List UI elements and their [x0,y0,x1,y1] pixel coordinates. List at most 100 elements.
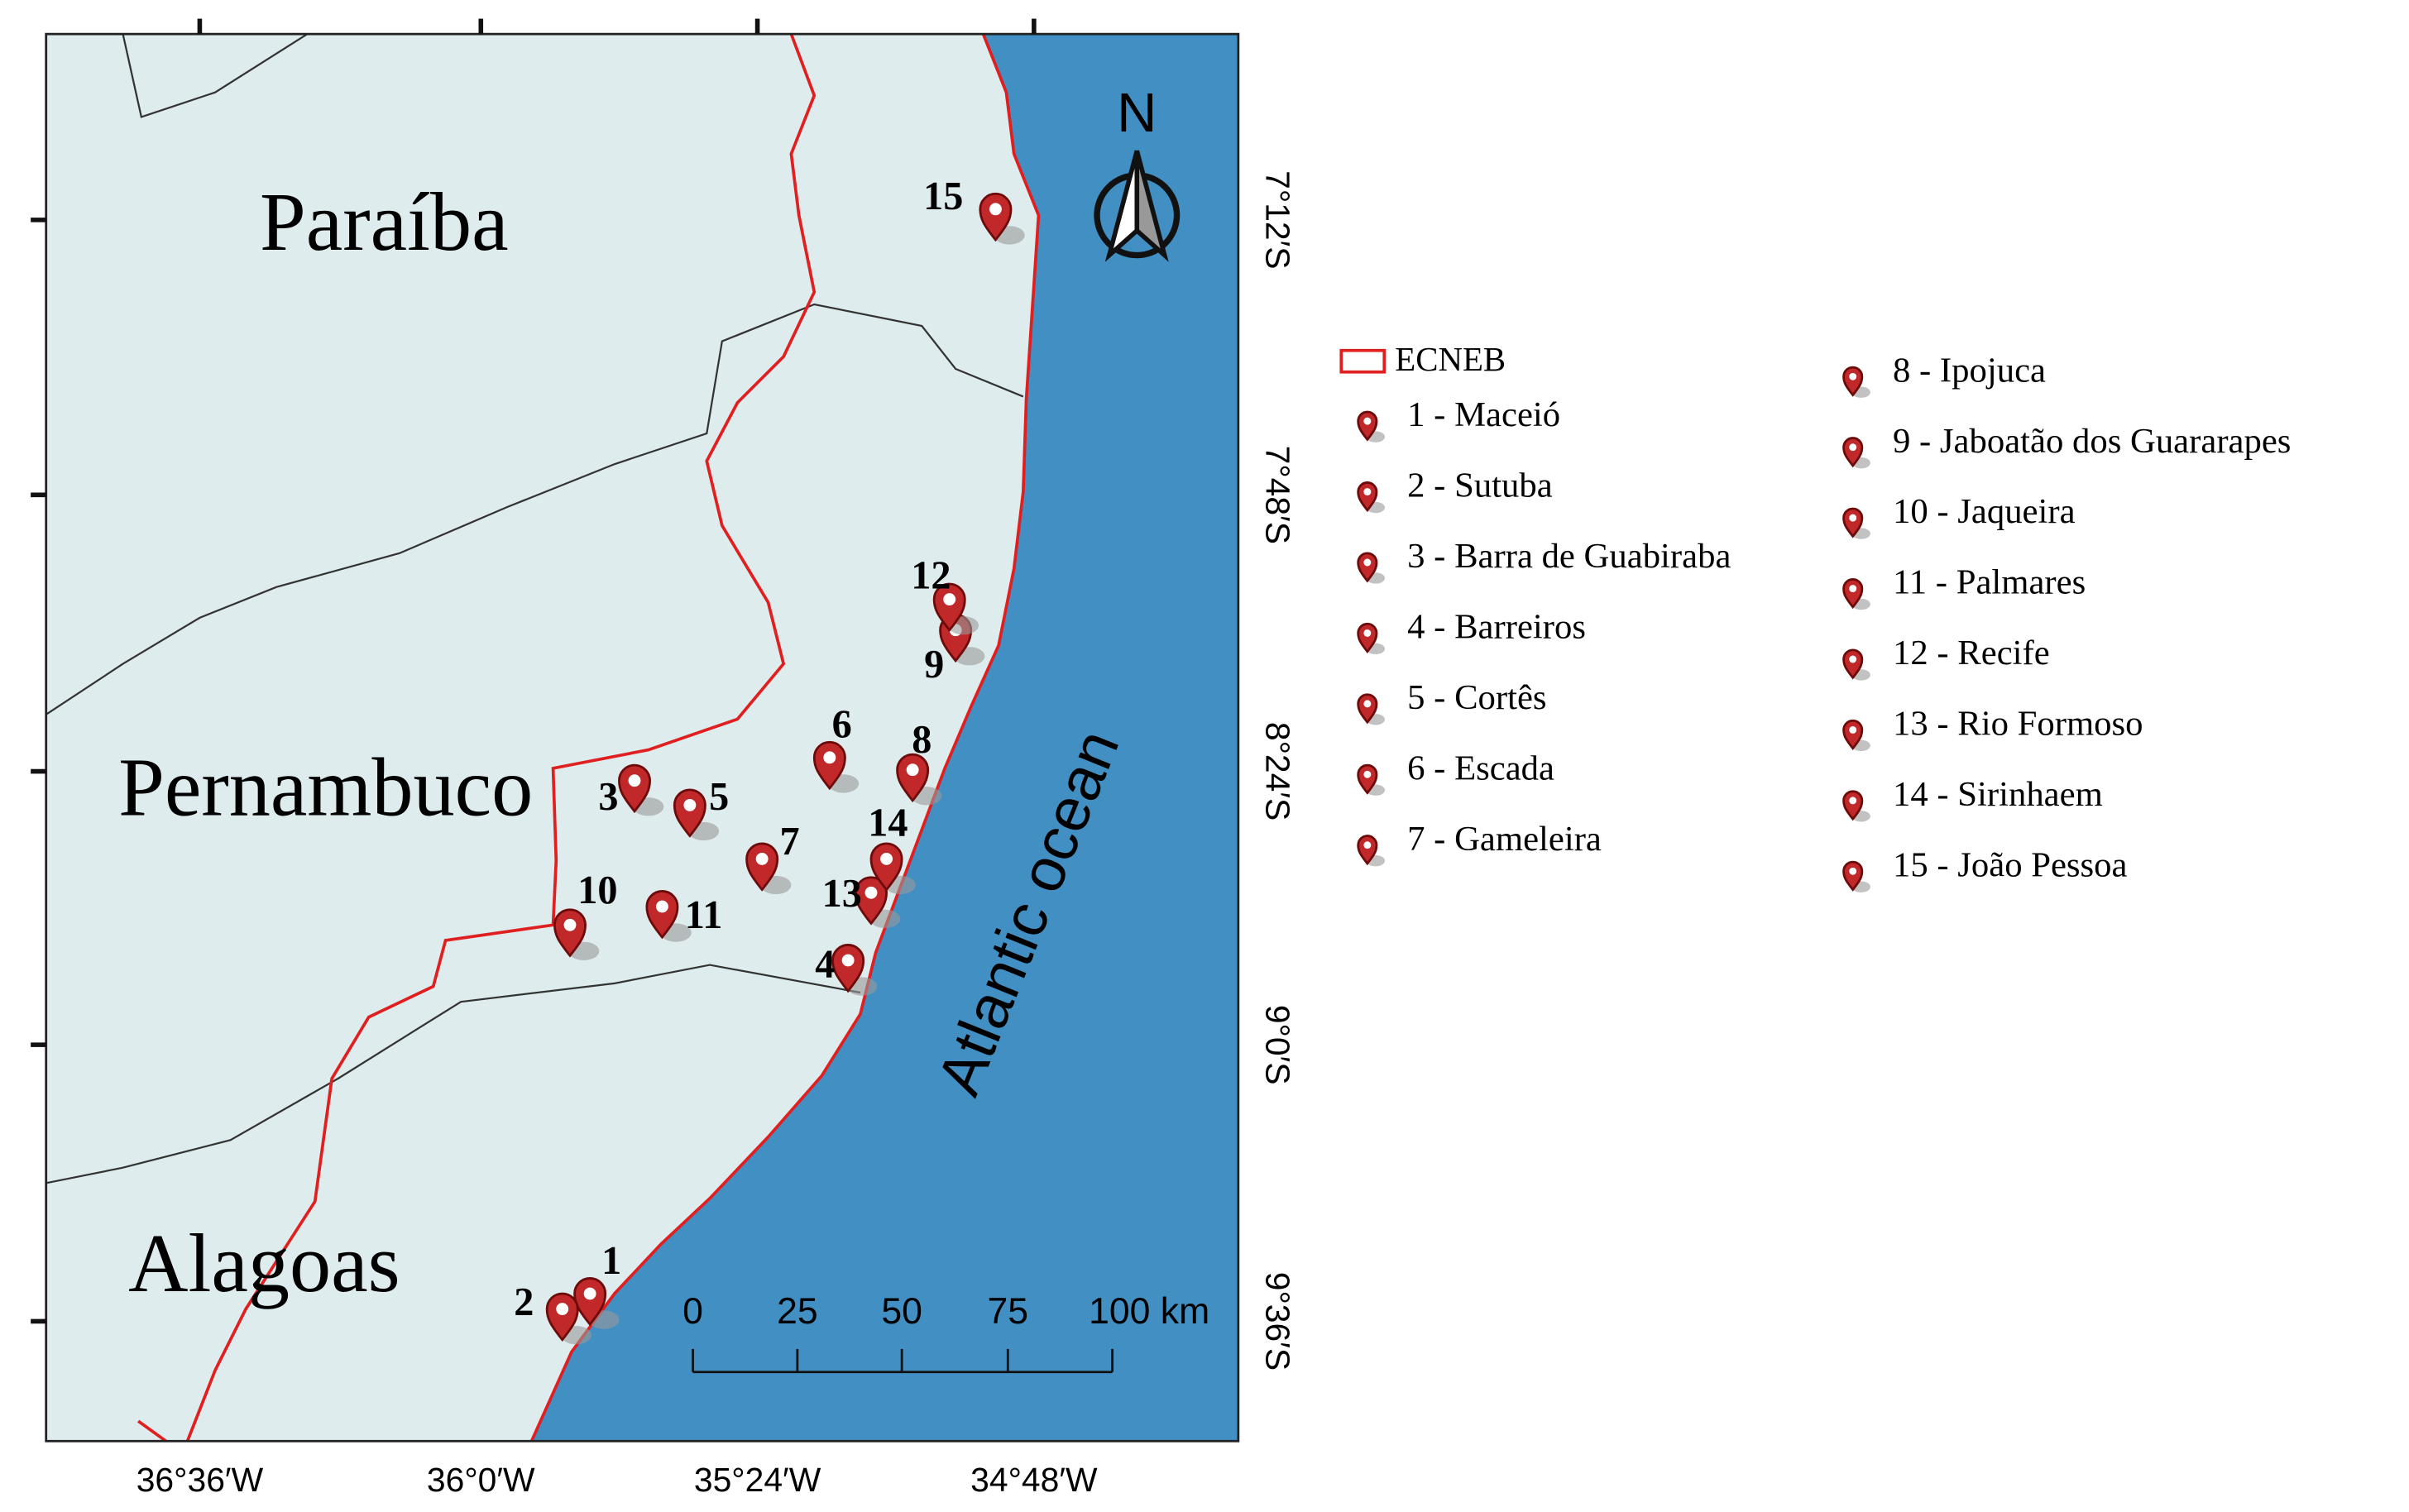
region-label: Paraíba [260,176,509,268]
legend-marker [1357,835,1378,866]
site-marker [545,1292,579,1342]
legend-marker [1357,552,1378,583]
site-label: 11 [685,893,723,937]
legend-marker [1842,790,1864,821]
site-marker-hole [943,593,956,605]
site-marker [812,740,846,791]
legend-marker-hole [1363,700,1372,708]
site-label: 6 [832,703,852,747]
site-marker [855,876,888,926]
legend-label: 1 - Maceió [1407,395,1560,434]
legend-marker-hole [1363,770,1372,778]
y-tick-label: 7°48′S [1259,446,1297,544]
site-marker-hole [906,763,919,777]
site-label: 12 [911,554,951,598]
legend-marker [1842,719,1864,750]
legend-marker-hole [1363,841,1372,849]
legend-label: 13 - Rio Formoso [1893,705,2143,744]
site-marker [979,192,1013,242]
legend-label: 4 - Barreiros [1407,608,1586,647]
site-marker [896,753,930,803]
site-marker-hole [864,886,878,899]
legend-marker-hole [1849,797,1857,805]
y-tick-label: 8°24′S [1259,722,1297,821]
legend-marker [1842,366,1864,397]
site-marker [553,908,587,958]
legend-label: 14 - Sirinhaem [1893,775,2103,814]
site-marker [932,582,966,632]
site-marker [869,842,903,892]
site-marker-hole [683,799,697,811]
legend-marker [1357,410,1378,442]
scale-label: 50 [881,1291,922,1332]
site-label: 14 [868,801,908,845]
legend-marker [1357,481,1378,513]
legend-marker-hole [1849,585,1857,593]
legend-marker [1842,860,1864,892]
site-marker [645,890,679,940]
site-label: 8 [912,718,932,762]
north-label: N [1117,82,1157,144]
legend-label: 7 - Gameleira [1407,820,1602,859]
legend-marker [1357,622,1378,653]
legend-marker-hole [1849,655,1857,663]
legend-label: 15 - João Pessoa [1893,845,2128,884]
site-marker-hole [989,203,1002,216]
site-marker-hole [880,853,893,865]
legend-label: 12 - Recife [1893,634,2050,672]
x-tick-label: 35°24′W [694,1461,821,1499]
scale-label: 75 [987,1291,1028,1332]
legend-label: 6 - Escada [1407,749,1554,787]
legend-label: 8 - Ipojuca [1893,351,2046,390]
legend-marker-hole [1849,443,1857,452]
legend-marker-hole [1363,558,1372,567]
region-label: Alagoas [128,1218,400,1309]
legend-label: 5 - Cortês [1407,678,1546,717]
legend-marker [1842,648,1864,680]
site-marker [618,763,651,814]
site-label: 3 [598,775,618,819]
north-arrow: N [1094,82,1181,262]
scale-label: 25 [777,1291,818,1332]
legend-marker [1357,693,1378,725]
legend-boundary-label: ECNEB [1395,341,1506,378]
legend-marker [1842,437,1864,468]
site-label: 15 [923,175,963,218]
state-borders [45,33,1024,1184]
legend-boundary-swatch [1339,348,1386,374]
legend-marker-hole [1849,725,1857,734]
legend-label: 10 - Jaqueira [1893,492,2076,531]
site-label: 10 [577,868,617,912]
site-label: 2 [514,1280,534,1324]
region-label: Pernambuco [118,741,533,833]
legend-label: 3 - Barra de Guabiraba [1407,537,1731,576]
legend-marker-hole [1363,488,1372,496]
y-tick-label: 7°12′S [1259,170,1297,269]
site-label: 4 [815,942,835,986]
site-label: 13 [822,872,862,916]
site-marker [745,842,779,892]
site-label: 5 [709,775,729,819]
legend-label: 11 - Palmares [1893,563,2086,602]
site-marker-hole [556,1303,569,1315]
legend-marker [1842,578,1864,610]
legend-marker-hole [1363,629,1372,637]
x-tick-label: 34°48′W [970,1461,1098,1499]
site-marker [673,788,706,838]
map-frame [45,32,1240,1443]
legend-marker-hole [1363,417,1372,425]
site-label: 1 [601,1239,621,1283]
legend-marker [1357,763,1378,795]
site-marker-hole [563,918,577,931]
site-marker-hole [823,751,836,764]
legend-marker-hole [1849,867,1857,875]
legend-marker-hole [1849,514,1857,522]
legend-marker [1842,507,1864,538]
legend-label: 2 - Sutuba [1407,467,1553,505]
y-tick-label: 9°0′S [1259,1005,1297,1085]
scale-label: 0 [682,1291,703,1332]
site-marker-hole [656,900,668,913]
y-tick-label: 9°36′S [1259,1272,1297,1371]
site-marker [831,944,865,993]
